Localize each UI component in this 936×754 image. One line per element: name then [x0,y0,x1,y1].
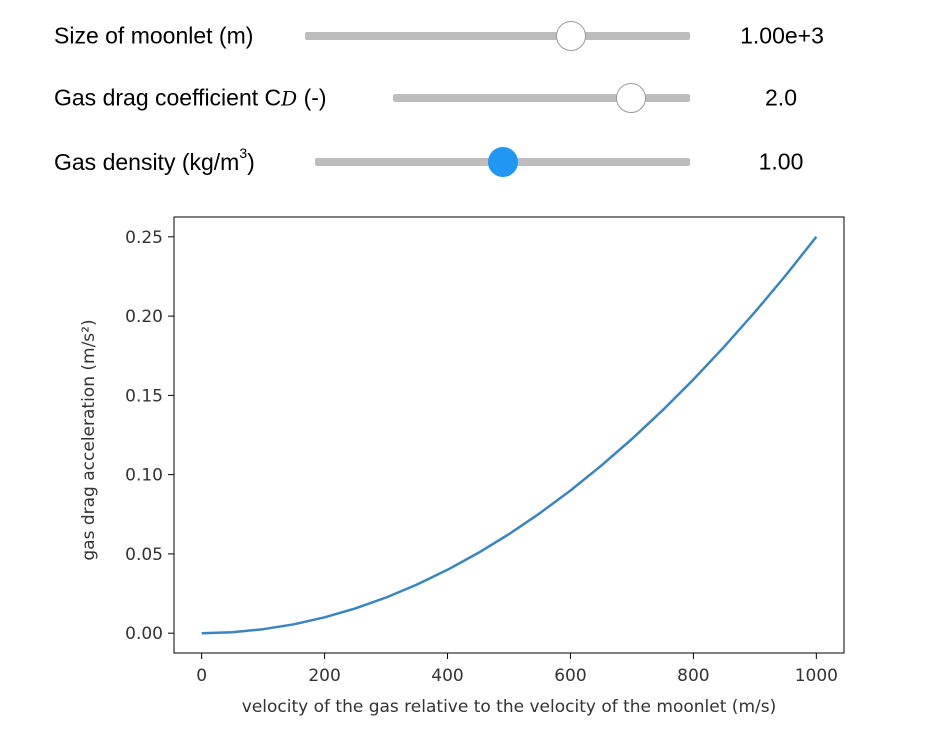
x-tick-label: 0 [196,666,207,686]
y-tick-label: 0.10 [125,466,163,486]
y-tick-label: 0.15 [125,386,163,406]
moonlet-size-slider-track[interactable] [305,32,690,40]
series-line [201,236,818,635]
x-tick-label: 1000 [795,666,838,686]
slider-row-moonlet-size: Size of moonlet (m) 1.00e+3 [0,16,936,56]
y-tick-label: 0.25 [125,228,163,248]
drag-coefficient-slider-track[interactable] [393,94,690,102]
y-tick-label: 0.00 [125,624,163,644]
moonlet-size-slider-handle[interactable] [555,21,586,51]
x-tick-label: 600 [554,666,586,686]
drag-coefficient-value[interactable]: 2.0 [765,84,797,111]
gas-density-slider-handle[interactable] [487,147,518,177]
y-tick-label: 0.05 [125,545,163,565]
moonlet-size-label: Size of moonlet (m) [54,22,254,49]
x-axis-label: velocity of the gas relative to the velo… [242,697,776,717]
drag-coefficient-slider-handle[interactable] [615,83,646,113]
drag-coefficient-label: Gas drag coefficient CD (-) [54,84,327,111]
x-tick-label: 200 [308,666,340,686]
x-tick-label: 800 [677,666,709,686]
y-tick-label: 0.20 [125,307,163,327]
y-axis-label: gas drag acceleration (m/s²) [79,319,99,560]
gas-density-label: Gas density (kg/m3) [54,145,255,175]
gas-density-value[interactable]: 1.00 [758,148,804,175]
x-tick-label: 400 [431,666,463,686]
slider-row-drag-coefficient: Gas drag coefficient CD (-) 2.0 [0,78,936,118]
slider-row-gas-density: Gas density (kg/m3) 1.00 [0,142,936,182]
moonlet-size-value[interactable]: 1.00e+3 [740,22,824,49]
plot-frame [173,216,845,654]
